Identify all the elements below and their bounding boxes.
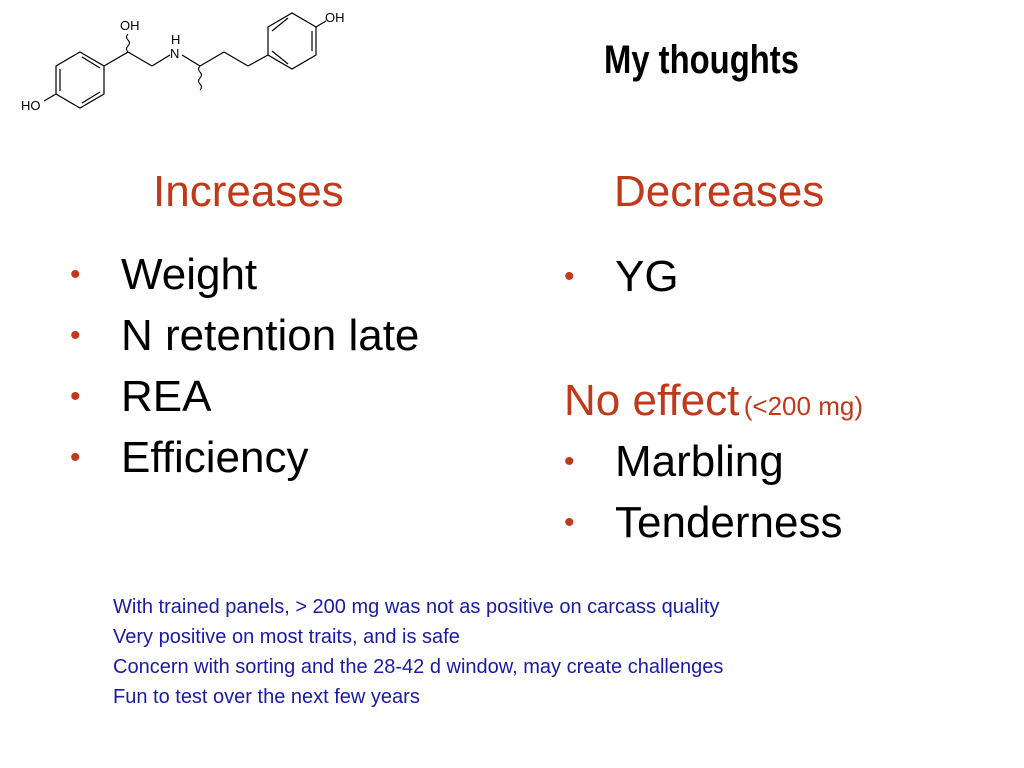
nh-h-label: H (171, 32, 180, 47)
bullet-icon: • (564, 506, 575, 539)
list-item-text: N retention late (121, 311, 420, 360)
no-effect-note: (<200 mg) (743, 391, 863, 421)
list-item-text: Marbling (615, 437, 784, 486)
list-item-text: YG (615, 252, 679, 301)
no-effect-heading: No effect (<200 mg) (564, 376, 863, 426)
note-line: Fun to test over the next few years (113, 686, 420, 708)
bullet-icon: • (564, 445, 575, 478)
increases-list: • Weight • N retention late • REA • Efficien… (70, 244, 420, 488)
list-item: • REA (70, 366, 419, 427)
list-item: • YG (564, 246, 679, 307)
list-item: • Marbling (564, 431, 842, 492)
decreases-heading: Decreases (614, 167, 825, 216)
note-line: Concern with sorting and the 28-42 d win… (113, 656, 724, 678)
ho-left-label: HO (21, 98, 41, 113)
bullet-icon: • (70, 380, 81, 413)
list-item: • Tenderness (564, 492, 843, 553)
note-line: Very positive on most traits, and is saf… (113, 626, 460, 648)
bullet-icon: • (70, 441, 81, 474)
nh-n-label: N (170, 46, 179, 61)
oh-top-label: OH (120, 18, 140, 33)
list-item: • Efficiency (70, 427, 419, 488)
increases-heading: Increases (153, 167, 344, 216)
no-effect-list: • Marbling • Tenderness (564, 431, 843, 553)
list-item-text: REA (121, 372, 212, 421)
list-item: • Weight (70, 244, 419, 305)
bullet-icon: • (70, 319, 81, 352)
list-item-text: Tenderness (615, 498, 843, 547)
list-item: • N retention late (70, 305, 420, 366)
bullet-icon: • (564, 260, 575, 293)
molecule-structure: OH H N OH HO (21, 10, 345, 113)
notes-block: With trained panels, > 200 mg was not as… (113, 592, 723, 712)
no-effect-label: No effect (564, 376, 740, 425)
list-item-text: Efficiency (121, 433, 309, 482)
note-line: With trained panels, > 200 mg was not as… (113, 596, 720, 618)
list-item-text: Weight (121, 250, 258, 299)
decreases-list: • YG (564, 246, 679, 307)
oh-right-label: OH (325, 10, 345, 25)
slide-title: My thoughts (604, 38, 799, 82)
bullet-icon: • (70, 258, 81, 291)
